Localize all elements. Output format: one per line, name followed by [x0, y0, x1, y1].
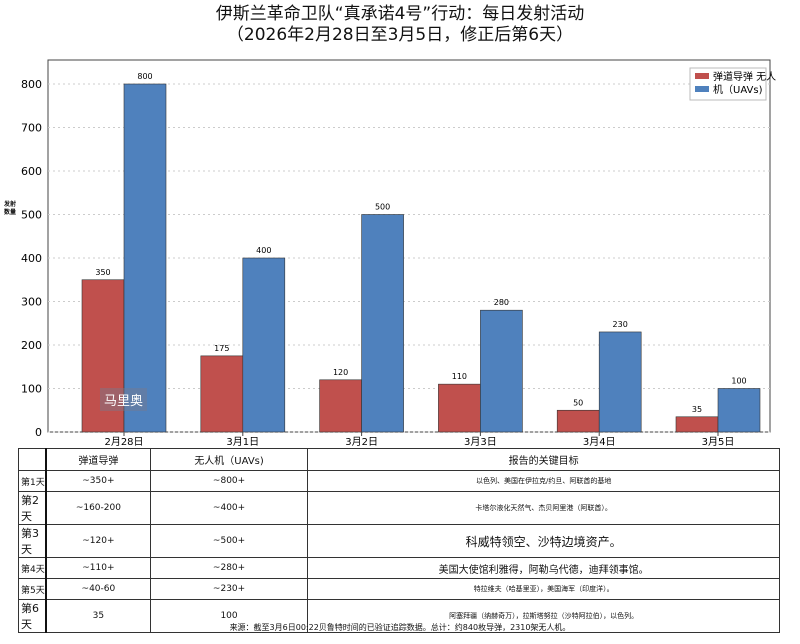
day-cell: 第1天 [18, 470, 47, 492]
targets-cell: 科威特领空、沙特边境资产。 [307, 524, 780, 558]
table-row: 第5天 ~40-60 ~230+ 特拉维夫（哈基里亚），美国海军（印度洋）。 [18, 578, 780, 600]
bar-missiles [556, 409, 600, 433]
bar-missiles [319, 379, 362, 433]
bar-uavs [123, 83, 167, 433]
legend-label: 机（UAVs) [713, 83, 763, 96]
bar-uavs [361, 214, 404, 433]
bar-chart: 0 100 200 300 400 500 600 700 800 350 800 2月28日 175 4… [21, 59, 776, 448]
table-row: 第4天 ~110+ ~280+ 美国大使馆利雅得，阿勒乌代德，迪拜领事馆。 [18, 557, 780, 579]
data-label: 350 [95, 268, 110, 277]
y-tick-label: 600 [21, 165, 42, 178]
uavs-cell: ~500+ [149, 524, 309, 558]
targets-cell: 美国大使馆利雅得，阿勒乌代德，迪拜领事馆。 [307, 557, 780, 579]
missiles-cell: ~120+ [45, 524, 151, 558]
x-tick-label: 3月4日 [583, 436, 616, 448]
data-label: 230 [613, 320, 628, 329]
watermark: 马里奥 [100, 388, 148, 411]
missiles-cell: 35 [45, 599, 151, 633]
table-row: 第2天 ~160-200 ~400+ 卡塔尔液化天然气、杰贝阿里港（阿联酋）。 [18, 491, 780, 525]
header-missiles: 弹道导弹 [45, 448, 151, 471]
x-tick-label: 2月28日 [104, 436, 143, 448]
bar-missiles [438, 383, 481, 433]
uavs-cell: ~280+ [149, 557, 309, 579]
x-tick-label: 3月5日 [702, 436, 735, 448]
bar-missiles [200, 355, 244, 433]
header-targets: 报告的关键目标 [307, 448, 780, 471]
y-tick-label: 400 [21, 252, 42, 265]
targets-cell: 以色列、美国在伊拉克/约旦、阿联酋的基地 [307, 470, 780, 492]
uavs-cell: ~800+ [149, 470, 309, 492]
x-tick-label: 3月2日 [345, 436, 378, 448]
legend-label: 弹道导弹 无人 [713, 70, 776, 83]
day-cell: 第5天 [18, 578, 47, 600]
data-table: 弹道导弹 无人机（UAVs) 报告的关键目标 第1天 ~350+ ~800+ 以色列、… [18, 448, 780, 633]
missiles-cell: ~40-60 [45, 578, 151, 600]
targets-cell: 特拉维夫（哈基里亚），美国海军（印度洋）。 [307, 578, 780, 600]
missiles-cell: ~160-200 [45, 491, 151, 525]
uavs-cell: ~230+ [149, 578, 309, 600]
bar-uavs [717, 388, 761, 433]
y-tick-label: 0 [35, 426, 42, 439]
bar-missiles [675, 416, 719, 433]
y-tick-label: 200 [21, 339, 42, 352]
data-label: 100 [731, 377, 746, 386]
header-uavs: 无人机（UAVs) [149, 448, 309, 471]
plot-area [47, 59, 771, 433]
chart-title: 伊斯兰革命卫队“真承诺4号”行动：每日发射活动 [215, 4, 585, 24]
data-label: 120 [333, 368, 348, 377]
uavs-cell: 100 [149, 599, 309, 633]
table-header-row: 弹道导弹 无人机（UAVs) 报告的关键目标 [18, 448, 780, 471]
data-label: 400 [256, 246, 271, 255]
data-label: 280 [494, 298, 509, 307]
y-axis-label: 发射数量 [4, 201, 17, 216]
data-label: 175 [214, 344, 229, 353]
table-row: 第6天 35 100 阿塞拜疆（纳赫奇万），拉斯塔努拉（沙特阿拉伯），以色列。 [18, 599, 780, 633]
uavs-cell: ~400+ [149, 491, 309, 525]
y-tick-label: 100 [21, 383, 42, 396]
y-tick-label: 300 [21, 296, 42, 309]
bar-uavs [598, 331, 642, 433]
data-label: 35 [692, 405, 702, 414]
day-cell: 第3天 [18, 524, 47, 558]
table-row: 第3天 ~120+ ~500+ 科威特领空、沙特边境资产。 [18, 524, 780, 558]
day-cell: 第4天 [18, 557, 47, 579]
bar-uavs [242, 257, 286, 433]
x-tick-label: 3月3日 [464, 436, 497, 448]
day-cell: 第6天 [18, 599, 47, 633]
data-label: 50 [573, 398, 583, 407]
table-row: 第1天 ~350+ ~800+ 以色列、美国在伊拉克/约旦、阿联酋的基地 [18, 470, 780, 492]
legend-swatch [695, 86, 709, 92]
data-label: 800 [137, 72, 152, 81]
x-tick-label: 3月1日 [226, 436, 259, 448]
missiles-cell: ~350+ [45, 470, 151, 492]
y-tick-label: 500 [21, 209, 42, 222]
missiles-cell: ~110+ [45, 557, 151, 579]
data-label: 500 [375, 203, 390, 212]
data-label: 110 [452, 372, 467, 381]
corner-cell [18, 448, 47, 471]
legend-swatch [695, 73, 709, 79]
targets-cell: 阿塞拜疆（纳赫奇万），拉斯塔努拉（沙特阿拉伯），以色列。 [307, 599, 780, 633]
bar-uavs [480, 309, 523, 433]
source-note: 来源：截至3月6日00:22贝鲁特时间的已验证追踪数据。总计：约840枚导弹，2… [229, 623, 571, 632]
chart-subtitle: （2026年2月28日至3月5日，修正后第6天） [226, 25, 574, 45]
y-tick-label: 800 [21, 78, 42, 91]
bar-missiles [81, 279, 125, 433]
day-cell: 第2天 [18, 491, 47, 525]
y-tick-label: 700 [21, 122, 42, 135]
targets-cell: 卡塔尔液化天然气、杰贝阿里港（阿联酋）。 [307, 491, 780, 525]
